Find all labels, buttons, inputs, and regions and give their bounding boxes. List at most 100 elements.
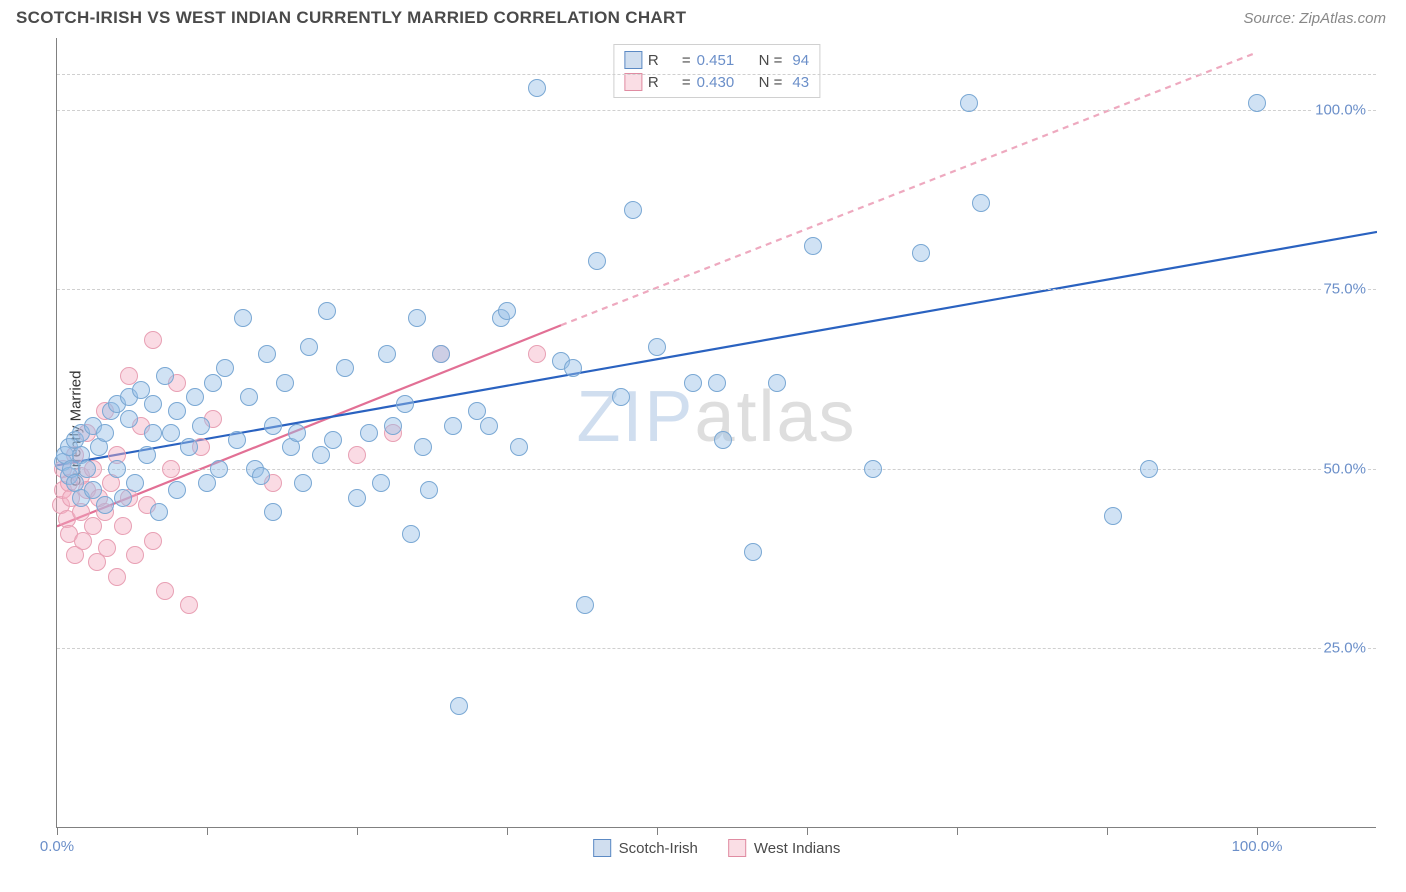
point-scotch-irish [708, 374, 726, 392]
point-scotch-irish [192, 417, 210, 435]
point-scotch-irish [120, 410, 138, 428]
point-scotch-irish [114, 489, 132, 507]
point-scotch-irish [450, 697, 468, 715]
point-scotch-irish [300, 338, 318, 356]
legend-stats: R= 0.451N =94R= 0.430N =43 [613, 44, 820, 98]
n-label: N = [759, 74, 783, 91]
point-scotch-irish [96, 496, 114, 514]
point-scotch-irish [348, 489, 366, 507]
point-scotch-irish [264, 503, 282, 521]
x-tick [657, 827, 658, 835]
point-scotch-irish [378, 345, 396, 363]
point-west-indian [144, 532, 162, 550]
point-scotch-irish [198, 474, 216, 492]
chart-title: SCOTCH-IRISH VS WEST INDIAN CURRENTLY MA… [16, 8, 686, 28]
y-tick-label: 50.0% [1321, 460, 1368, 477]
point-scotch-irish [528, 79, 546, 97]
point-scotch-irish [972, 194, 990, 212]
point-scotch-irish [144, 395, 162, 413]
point-scotch-irish [396, 395, 414, 413]
point-scotch-irish [78, 460, 96, 478]
point-west-indian [108, 568, 126, 586]
point-scotch-irish [294, 474, 312, 492]
y-tick-label: 25.0% [1321, 640, 1368, 657]
point-scotch-irish [480, 417, 498, 435]
legend-series: Scotch-Irish West Indians [593, 839, 841, 857]
point-scotch-irish [624, 201, 642, 219]
legend-swatch [593, 839, 611, 857]
gridline [57, 648, 1376, 649]
point-west-indian [348, 446, 366, 464]
n-label: N = [759, 52, 783, 69]
x-tick-label: 100.0% [1232, 838, 1283, 855]
point-scotch-irish [228, 431, 246, 449]
equals: = [682, 52, 691, 69]
r-value: 0.451 [697, 52, 753, 69]
point-scotch-irish [180, 438, 198, 456]
point-scotch-irish [1104, 507, 1122, 525]
point-scotch-irish [138, 446, 156, 464]
point-scotch-irish [744, 543, 762, 561]
point-scotch-irish [576, 596, 594, 614]
point-scotch-irish [288, 424, 306, 442]
point-scotch-irish [714, 431, 732, 449]
point-west-indian [114, 517, 132, 535]
x-tick [357, 827, 358, 835]
point-scotch-irish [318, 302, 336, 320]
point-scotch-irish [612, 388, 630, 406]
point-scotch-irish [768, 374, 786, 392]
point-scotch-irish [162, 424, 180, 442]
point-scotch-irish [126, 474, 144, 492]
point-scotch-irish [864, 460, 882, 478]
point-scotch-irish [150, 503, 168, 521]
point-scotch-irish [168, 402, 186, 420]
x-tick [957, 827, 958, 835]
point-scotch-irish [96, 424, 114, 442]
point-scotch-irish [402, 525, 420, 543]
point-scotch-irish [144, 424, 162, 442]
point-scotch-irish [156, 367, 174, 385]
point-scotch-irish [336, 359, 354, 377]
x-tick [207, 827, 208, 835]
point-west-indian [98, 539, 116, 557]
point-scotch-irish [258, 345, 276, 363]
point-scotch-irish [186, 388, 204, 406]
point-scotch-irish [360, 424, 378, 442]
point-scotch-irish [252, 467, 270, 485]
legend-swatch [624, 51, 642, 69]
gridline [57, 110, 1376, 111]
point-scotch-irish [210, 460, 228, 478]
equals: = [682, 74, 691, 91]
x-tick [507, 827, 508, 835]
point-scotch-irish [432, 345, 450, 363]
point-scotch-irish [216, 359, 234, 377]
point-scotch-irish [648, 338, 666, 356]
point-scotch-irish [1140, 460, 1158, 478]
x-tick [807, 827, 808, 835]
x-tick [57, 827, 58, 835]
legend-item: Scotch-Irish [593, 839, 698, 857]
point-west-indian [84, 517, 102, 535]
point-scotch-irish [204, 374, 222, 392]
x-tick [1107, 827, 1108, 835]
r-value: 0.430 [697, 74, 753, 91]
point-scotch-irish [408, 309, 426, 327]
point-scotch-irish [312, 446, 330, 464]
point-west-indian [528, 345, 546, 363]
point-scotch-irish [372, 474, 390, 492]
point-scotch-irish [234, 309, 252, 327]
point-scotch-irish [1248, 94, 1266, 112]
legend-item: West Indians [728, 839, 840, 857]
x-tick-label: 0.0% [40, 838, 74, 855]
r-label: R [648, 52, 676, 69]
point-west-indian [144, 331, 162, 349]
gridline [57, 289, 1376, 290]
n-value: 43 [792, 74, 809, 91]
point-scotch-irish [414, 438, 432, 456]
point-scotch-irish [420, 481, 438, 499]
point-scotch-irish [804, 237, 822, 255]
point-west-indian [162, 460, 180, 478]
legend-swatch [624, 73, 642, 91]
point-scotch-irish [276, 374, 294, 392]
r-label: R [648, 74, 676, 91]
